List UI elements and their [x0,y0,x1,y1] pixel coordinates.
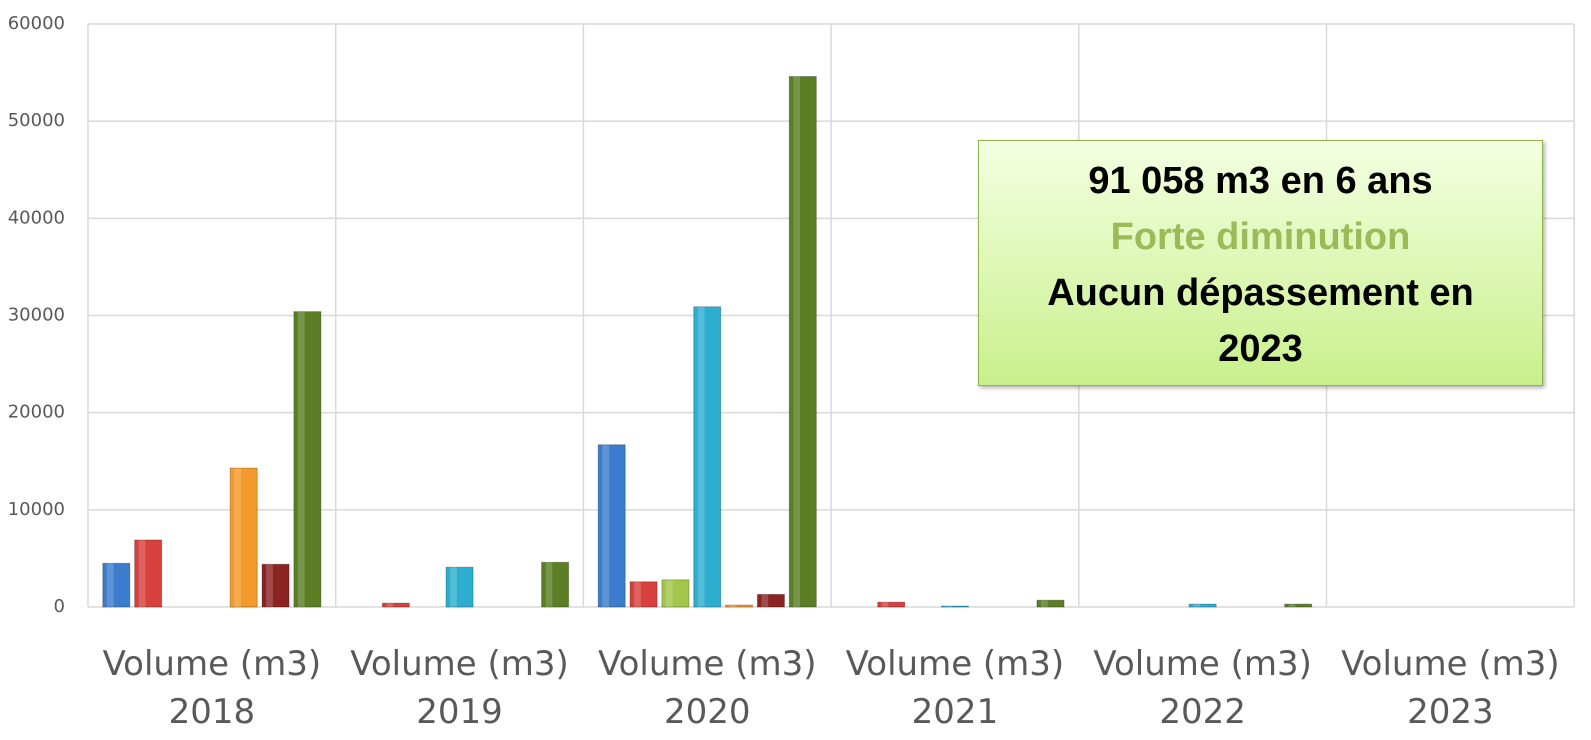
bar-shine [761,594,769,607]
x-tick-label: Volume (m3) 2022 [1093,644,1312,732]
bar-shine [793,76,801,608]
bar [102,562,131,608]
bar-shine [106,563,114,607]
bar [756,593,785,608]
bar-shine [545,562,553,607]
bar [293,311,322,608]
bar-shine [234,468,241,607]
bar [597,444,626,608]
x-tick-label: Volume (m3) 2020 [597,644,817,732]
y-tick-label: 40000 [8,207,65,228]
bar [1036,599,1065,608]
bar-shine [1288,604,1296,607]
bar-shine [729,605,737,607]
bar [541,561,570,608]
annotation: Forte diminution [1110,216,1411,258]
bar-shine [602,444,610,607]
x-tick-label: Volume (m3) 2023 [1341,644,1560,732]
bar-shine [297,311,305,607]
x-tick-label: Volume (m3) 2021 [845,644,1065,732]
bar-shine [1041,600,1048,607]
bar-shine [1193,604,1200,607]
bar [261,563,290,608]
y-tick-label: 10000 [8,499,65,520]
bar-shine [945,606,953,607]
bar [229,467,258,608]
bar [788,75,817,608]
bar [1188,603,1217,608]
bar-shine [634,581,641,607]
bar [1284,603,1313,608]
bar [629,581,658,608]
bar-shine [266,564,273,607]
x-tick-label: Volume (m3) 2018 [102,644,322,732]
y-tick-label: 20000 [8,402,65,423]
bar [661,579,690,608]
annotation: Aucun dépassement en 2023 [1047,272,1474,370]
y-tick-label: 30000 [8,305,65,326]
bar-shine [665,579,673,607]
bar [445,566,474,608]
bar-shine [697,306,705,607]
y-tick-label: 0 [54,596,65,617]
y-tick-label: 50000 [8,110,65,131]
bar-shine [138,539,146,607]
bar [134,539,163,608]
bar [725,604,754,608]
x-tick-label: Volume (m3) 2019 [350,644,569,732]
bar-shine [881,602,889,607]
bar [940,605,969,608]
bar [693,306,722,608]
annotation-box: 91 058 m3 en 6 ans Forte diminution Aucu… [978,140,1543,386]
annotation: 91 058 m3 en 6 ans [1088,160,1433,202]
bar-shine [450,567,457,607]
y-tick-label: 60000 [8,13,65,34]
bar [381,602,410,608]
bar [877,601,906,608]
bar-shine [386,603,394,607]
